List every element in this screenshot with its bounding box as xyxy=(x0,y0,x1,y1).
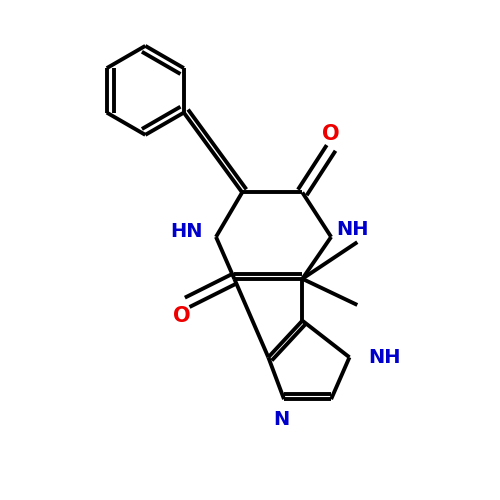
Text: NH: NH xyxy=(336,220,369,238)
Text: O: O xyxy=(173,306,191,326)
Text: O: O xyxy=(322,124,340,144)
Text: NH: NH xyxy=(368,348,400,367)
Text: HN: HN xyxy=(170,222,203,241)
Text: N: N xyxy=(274,410,289,428)
